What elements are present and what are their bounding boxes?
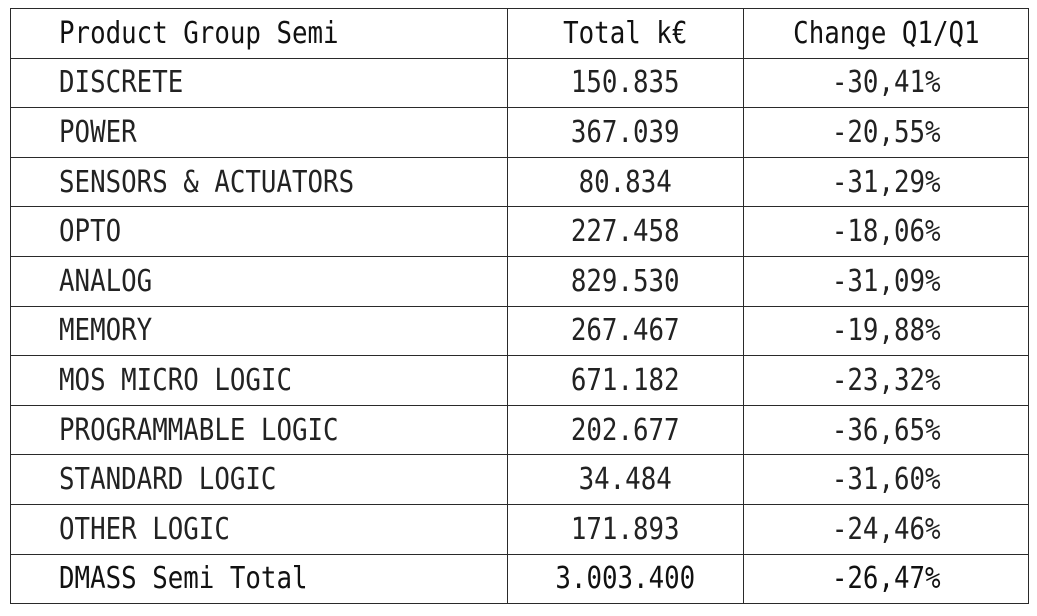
header-product-group-label: Product Group Semi xyxy=(59,15,339,51)
total-row: DMASS Semi Total 3.003.400 -26,47% xyxy=(10,553,1029,605)
change-cell: -31,60% xyxy=(743,454,1029,505)
group-cell: STANDARD LOGIC xyxy=(10,454,508,505)
product-group-table: Product Group Semi Total k€ Change Q1/Q1… xyxy=(10,8,1029,605)
group-cell-text: OPTO xyxy=(59,214,122,250)
table-body: DISCRETE 150.835 -30,41% POWER 367.039 -20,55… xyxy=(10,57,1029,605)
table-row: ANALOG 829.530 -31,09% xyxy=(10,255,1029,307)
change-cell-text: -18,06% xyxy=(831,214,941,250)
total-cell: 171.893 xyxy=(507,503,744,555)
change-cell: -18,06% xyxy=(743,206,1029,257)
total-cell-text: 34.484 xyxy=(578,462,673,498)
total-cell: 202.677 xyxy=(507,404,744,456)
group-cell-text: DMASS Semi Total xyxy=(59,561,308,597)
group-cell-text: POWER xyxy=(59,114,137,150)
group-cell: SENSORS & ACTUATORS xyxy=(10,156,508,208)
group-cell: OPTO xyxy=(10,206,508,257)
change-cell: -23,32% xyxy=(743,355,1029,406)
total-cell-text: 671.182 xyxy=(571,362,680,398)
change-cell-text: -23,32% xyxy=(831,362,941,398)
change-cell: -36,65% xyxy=(743,404,1029,456)
change-cell: -24,46% xyxy=(743,503,1029,555)
header-change: Change Q1/Q1 xyxy=(743,8,1029,59)
group-cell: PROGRAMMABLE LOGIC xyxy=(10,404,508,456)
group-cell: ANALOG xyxy=(10,255,508,307)
total-cell: 671.182 xyxy=(507,355,744,406)
table-row: PROGRAMMABLE LOGIC 202.677 -36,65% xyxy=(10,404,1029,456)
group-cell: DMASS Semi Total xyxy=(10,553,508,605)
group-cell-text: DISCRETE xyxy=(59,65,184,101)
total-cell: 150.835 xyxy=(507,57,744,109)
group-cell: POWER xyxy=(10,107,508,158)
group-cell: OTHER LOGIC xyxy=(10,503,508,555)
change-cell: -30,41% xyxy=(743,57,1029,109)
total-cell-text: 171.893 xyxy=(571,511,680,547)
change-cell: -31,29% xyxy=(743,156,1029,208)
header-change-label: Change Q1/Q1 xyxy=(792,15,980,51)
header-total: Total k€ xyxy=(507,8,744,59)
group-cell: DISCRETE xyxy=(10,57,508,109)
change-cell-text: -20,55% xyxy=(831,114,941,150)
group-cell: MOS MICRO LOGIC xyxy=(10,355,508,406)
total-cell-text: 227.458 xyxy=(571,214,680,250)
change-cell: -20,55% xyxy=(743,107,1029,158)
total-cell-text: 202.677 xyxy=(571,412,680,448)
total-cell: 80.834 xyxy=(507,156,744,208)
table-row: STANDARD LOGIC 34.484 -31,60% xyxy=(10,454,1029,505)
total-cell: 267.467 xyxy=(507,305,744,357)
table-row: SENSORS & ACTUATORS 80.834 -31,29% xyxy=(10,156,1029,208)
change-cell-text: -31,29% xyxy=(831,164,941,200)
group-cell: MEMORY xyxy=(10,305,508,357)
change-cell: -26,47% xyxy=(743,553,1029,605)
table-row: MOS MICRO LOGIC 671.182 -23,32% xyxy=(10,355,1029,406)
change-cell-text: -24,46% xyxy=(831,511,941,547)
change-cell-text: -30,41% xyxy=(831,65,941,101)
change-cell-text: -31,09% xyxy=(831,263,941,299)
table-row: DISCRETE 150.835 -30,41% xyxy=(10,57,1029,109)
group-cell-text: ANALOG xyxy=(59,263,153,299)
group-cell-text: SENSORS & ACTUATORS xyxy=(59,164,355,200)
header-product-group: Product Group Semi xyxy=(10,8,508,59)
change-cell-text: -19,88% xyxy=(831,313,941,349)
group-cell-text: PROGRAMMABLE LOGIC xyxy=(59,412,339,448)
group-cell-text: OTHER LOGIC xyxy=(59,511,230,547)
table-row: OPTO 227.458 -18,06% xyxy=(10,206,1029,257)
change-cell-text: -26,47% xyxy=(831,561,941,597)
group-cell-text: MOS MICRO LOGIC xyxy=(59,362,293,398)
total-cell-text: 829.530 xyxy=(571,263,680,299)
total-cell-text: 367.039 xyxy=(571,114,680,150)
header-total-label: Total k€ xyxy=(563,15,688,51)
total-cell: 3.003.400 xyxy=(507,553,744,605)
table-row: POWER 367.039 -20,55% xyxy=(10,107,1029,158)
table-row: MEMORY 267.467 -19,88% xyxy=(10,305,1029,357)
table-row: OTHER LOGIC 171.893 -24,46% xyxy=(10,503,1029,555)
total-cell: 367.039 xyxy=(507,107,744,158)
change-cell: -19,88% xyxy=(743,305,1029,357)
change-cell-text: -31,60% xyxy=(831,462,941,498)
total-cell: 34.484 xyxy=(507,454,744,505)
total-cell-text: 3.003.400 xyxy=(555,561,696,597)
total-cell-text: 150.835 xyxy=(571,65,680,101)
total-cell-text: 267.467 xyxy=(571,313,680,349)
change-cell: -31,09% xyxy=(743,255,1029,307)
total-cell-text: 80.834 xyxy=(578,164,673,200)
total-cell: 829.530 xyxy=(507,255,744,307)
total-cell: 227.458 xyxy=(507,206,744,257)
table-header-row: Product Group Semi Total k€ Change Q1/Q1 xyxy=(10,8,1029,59)
group-cell-text: STANDARD LOGIC xyxy=(59,462,277,498)
change-cell-text: -36,65% xyxy=(831,412,941,448)
group-cell-text: MEMORY xyxy=(59,313,153,349)
